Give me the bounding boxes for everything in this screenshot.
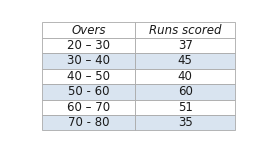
Bar	[135, 53, 235, 69]
Text: 51: 51	[178, 101, 193, 114]
Text: 30 – 40: 30 – 40	[67, 55, 110, 67]
Bar	[135, 115, 235, 130]
Bar	[42, 38, 135, 53]
Text: 60 – 70: 60 – 70	[67, 101, 110, 114]
Text: 60: 60	[178, 85, 193, 98]
Text: 40 – 50: 40 – 50	[67, 70, 110, 83]
Bar	[42, 22, 135, 38]
Text: 70 - 80: 70 - 80	[68, 116, 109, 129]
Bar	[135, 69, 235, 84]
Bar	[42, 84, 135, 100]
Bar	[135, 84, 235, 100]
Bar	[42, 53, 135, 69]
Bar	[135, 100, 235, 115]
Bar	[42, 115, 135, 130]
Bar	[42, 100, 135, 115]
Text: 40: 40	[178, 70, 193, 83]
Bar	[42, 69, 135, 84]
Bar	[135, 22, 235, 38]
Text: 50 - 60: 50 - 60	[68, 85, 109, 98]
Text: 20 – 30: 20 – 30	[67, 39, 110, 52]
Text: 45: 45	[178, 55, 193, 67]
Bar	[135, 38, 235, 53]
Text: 35: 35	[178, 116, 193, 129]
Text: Overs: Overs	[71, 24, 106, 37]
Text: 37: 37	[178, 39, 193, 52]
Text: Runs scored: Runs scored	[149, 24, 221, 37]
